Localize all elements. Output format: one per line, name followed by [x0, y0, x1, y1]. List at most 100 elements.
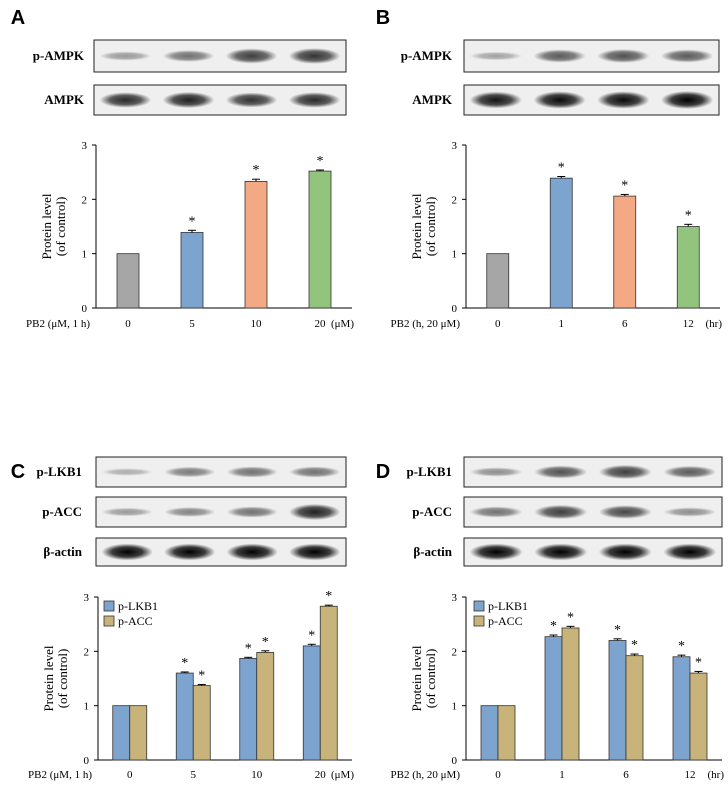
- blot-p-acc: p-ACC: [412, 496, 723, 528]
- significance-mark: *: [253, 163, 260, 178]
- x-axis-label: PB2 (μM, 1 h): [26, 318, 90, 330]
- blot-band: [534, 543, 588, 561]
- x-axis-unit: (μM): [331, 318, 354, 330]
- blot-band: [162, 50, 215, 62]
- significance-mark: *: [631, 638, 638, 653]
- blot-p-lkb1: p-LKB1: [36, 456, 347, 488]
- y-tick-label: 2: [452, 646, 458, 658]
- blot-p-acc: p-ACC: [42, 496, 347, 528]
- bar: [676, 226, 700, 309]
- blot-ampk: AMPK: [44, 84, 347, 116]
- blot-band: [663, 507, 717, 517]
- significance-mark: *: [308, 628, 315, 643]
- significance-mark: *: [317, 154, 324, 169]
- blot-band: [663, 543, 717, 561]
- blot-band: [162, 91, 215, 109]
- legend-label: p-LKB1: [488, 599, 528, 613]
- blot-band: [225, 48, 278, 64]
- significance-mark: *: [695, 655, 702, 670]
- bar: [192, 685, 211, 761]
- x-axis-unit: (hr): [708, 769, 725, 781]
- significance-mark: *: [262, 635, 269, 650]
- x-tick-label: 0: [125, 318, 131, 330]
- bar: [244, 181, 268, 309]
- significance-mark: *: [181, 656, 188, 671]
- blot--actin: β-actin: [413, 537, 723, 567]
- blot-band: [288, 92, 341, 108]
- blot-band: [533, 91, 586, 109]
- blot-band: [469, 506, 523, 518]
- y-tick-label: 1: [452, 249, 458, 261]
- bar: [256, 652, 275, 761]
- bar: [625, 655, 644, 761]
- x-tick-label: 0: [495, 769, 501, 781]
- bar: [116, 253, 140, 309]
- y-axis-label: (of control): [55, 649, 70, 709]
- x-axis-label: PB2 (h, 20 μM): [391, 769, 461, 781]
- blot-p-lkb1: p-LKB1: [406, 456, 723, 488]
- significance-mark: *: [614, 623, 621, 638]
- y-axis-label: Protein level: [409, 193, 424, 259]
- legend-swatch: [103, 600, 115, 612]
- bar: [319, 605, 338, 761]
- x-tick-label: 6: [622, 318, 628, 330]
- blot-band: [534, 465, 588, 479]
- bar: [486, 253, 510, 309]
- blot-band: [469, 543, 523, 561]
- blot-label: p-ACC: [412, 504, 452, 519]
- y-axis-label: (of control): [423, 197, 438, 257]
- blot-p-ampk: p-AMPK: [33, 39, 347, 73]
- significance-mark: *: [245, 641, 252, 656]
- legend-swatch: [473, 600, 485, 612]
- blot-band: [534, 504, 588, 520]
- blot-band: [99, 51, 152, 61]
- significance-mark: *: [550, 619, 557, 634]
- x-tick-label: 1: [559, 769, 565, 781]
- x-tick-label: 0: [127, 769, 133, 781]
- x-tick-label: 12: [685, 769, 696, 781]
- blot-p-ampk: p-AMPK: [401, 39, 720, 73]
- panel-letter: D: [376, 461, 390, 483]
- y-tick-label: 2: [452, 194, 458, 206]
- legend-label: p-ACC: [118, 614, 153, 628]
- blot-ampk: AMPK: [412, 84, 720, 116]
- blot-band: [663, 465, 717, 479]
- blot-label: β-actin: [413, 544, 452, 559]
- bar: [239, 657, 258, 761]
- bar: [613, 195, 637, 309]
- blot-band: [164, 543, 216, 561]
- significance-mark: *: [621, 178, 628, 193]
- blot-band: [598, 543, 652, 561]
- x-tick-label: 0: [495, 318, 501, 330]
- x-tick-label: 20: [315, 318, 327, 330]
- blot-label: p-LKB1: [406, 464, 452, 479]
- blot-label: β-actin: [43, 544, 82, 559]
- y-tick-label: 0: [452, 755, 458, 767]
- blot-band: [597, 49, 650, 63]
- legend-label: p-ACC: [488, 614, 523, 628]
- blot-label: p-LKB1: [36, 464, 82, 479]
- y-tick-label: 0: [82, 303, 88, 315]
- blot-label: p-ACC: [42, 504, 82, 519]
- x-axis-unit: (hr): [706, 318, 723, 330]
- blot-label: AMPK: [412, 92, 453, 107]
- x-tick-label: 5: [191, 769, 197, 781]
- x-tick-label: 6: [623, 769, 629, 781]
- significance-mark: *: [685, 208, 692, 223]
- blot-band: [226, 506, 278, 518]
- y-tick-label: 1: [82, 249, 88, 261]
- blot-band: [469, 467, 523, 477]
- y-tick-label: 2: [82, 194, 88, 206]
- bar: [302, 645, 321, 761]
- y-tick-label: 0: [452, 303, 458, 315]
- x-tick-label: 5: [189, 318, 195, 330]
- y-axis-label: (of control): [53, 197, 68, 257]
- blot-band: [164, 507, 216, 517]
- y-axis-label: Protein level: [39, 193, 54, 259]
- x-tick-label: 20: [315, 769, 327, 781]
